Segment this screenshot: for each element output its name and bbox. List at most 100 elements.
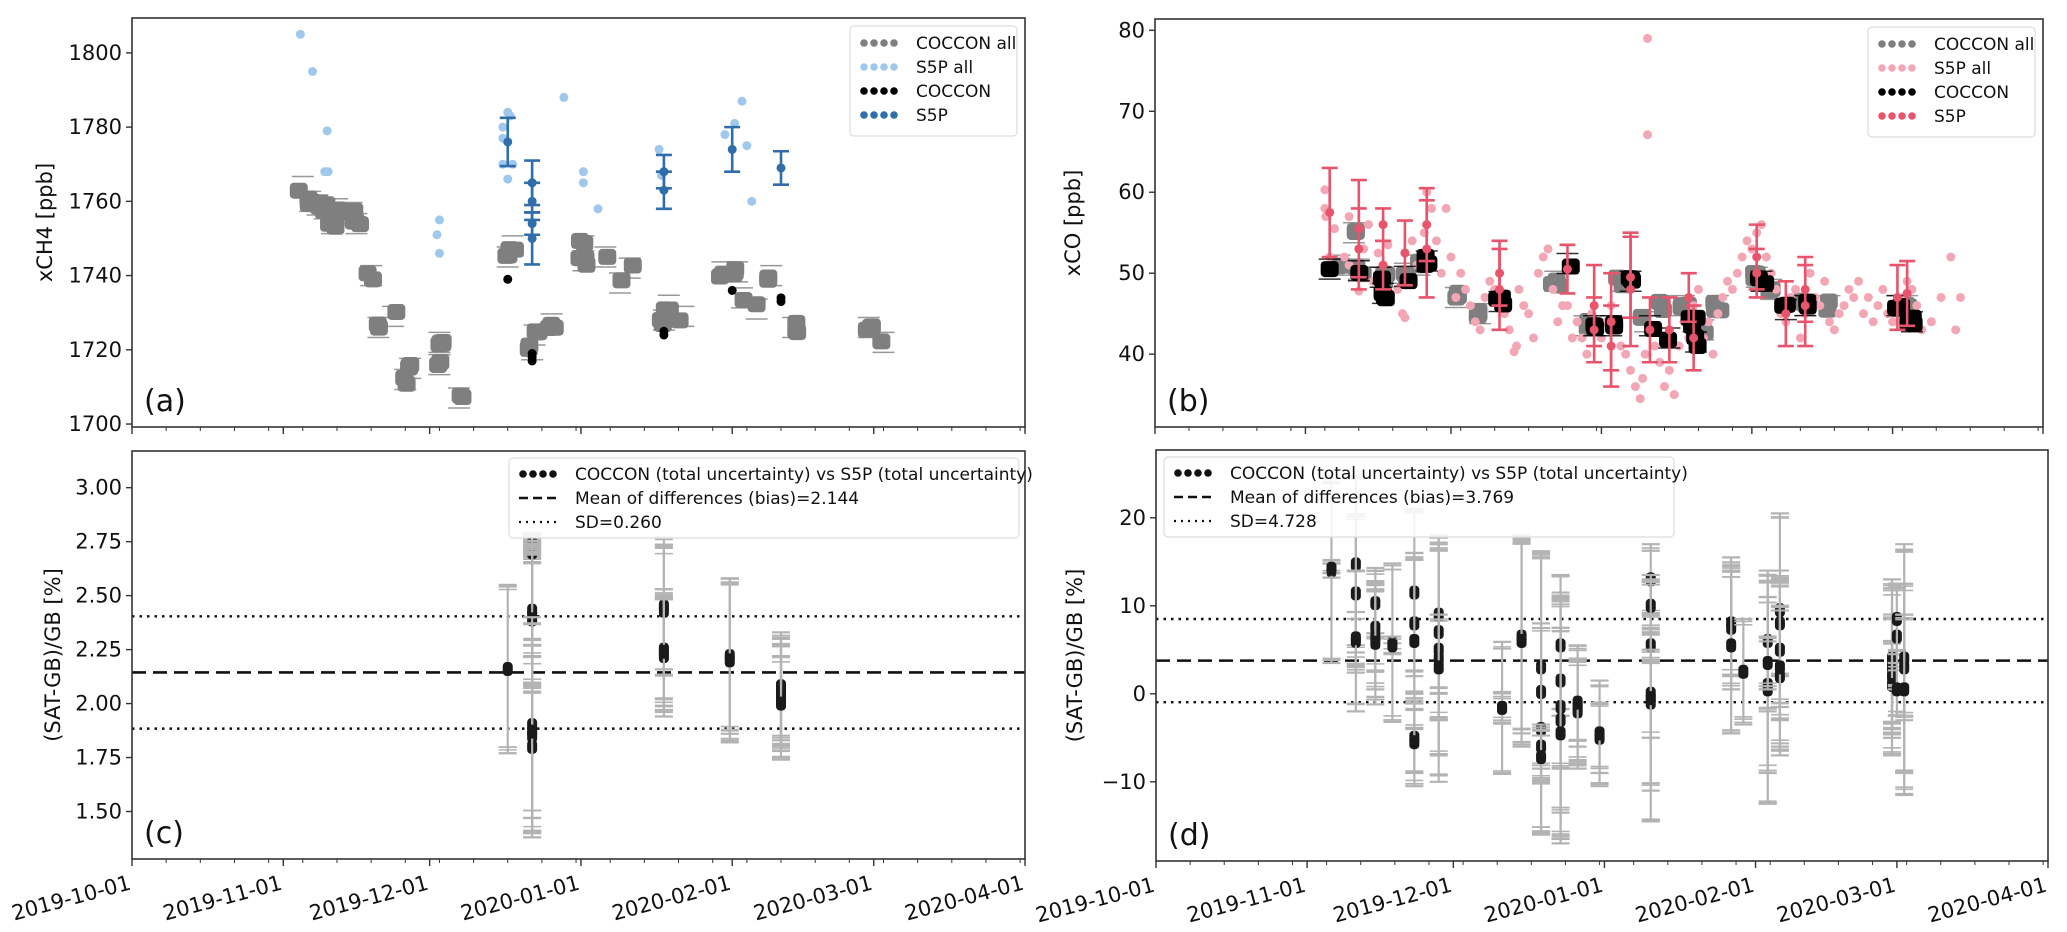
data-point — [1718, 292, 1728, 302]
legend-marker — [890, 111, 898, 119]
data-point — [503, 174, 513, 184]
data-point — [1465, 301, 1475, 311]
plot-area — [132, 531, 1025, 839]
y-axis-label: (SAT-GB)/GB [%] — [1063, 569, 1087, 743]
legend-label: S5P — [916, 106, 948, 126]
data-point — [575, 235, 594, 252]
data-point — [559, 92, 569, 102]
data-point — [323, 167, 333, 177]
data-point — [1433, 660, 1444, 675]
data-point — [1400, 313, 1410, 323]
data-point — [1431, 236, 1441, 246]
x-tick-label: 2020-03-01 — [1774, 873, 1898, 928]
data-point — [1638, 373, 1648, 383]
data-point — [1606, 341, 1616, 351]
data-point — [1752, 268, 1762, 278]
legend-marker — [1888, 64, 1896, 72]
legend-marker — [880, 63, 888, 71]
legend-label: COCCON — [1934, 83, 2009, 103]
legend-marker — [1908, 40, 1916, 48]
y-tick-label: 40 — [1118, 342, 1145, 366]
axes-frame — [131, 450, 1026, 860]
data-point — [1519, 301, 1529, 311]
legend-label: S5P all — [916, 58, 973, 78]
series-coccon — [503, 274, 786, 366]
data-point — [1800, 301, 1810, 311]
data-point — [1320, 185, 1330, 195]
data-point — [1742, 236, 1752, 246]
data-point — [578, 167, 588, 177]
axes-frame — [131, 17, 1026, 428]
legend-marker — [1898, 64, 1906, 72]
legend-marker — [870, 39, 878, 47]
data-point — [1820, 276, 1830, 286]
legend-marker — [1898, 112, 1906, 120]
y-tick-label: 1760 — [69, 189, 122, 213]
y-tick-label: 60 — [1118, 180, 1145, 204]
legend-marker — [519, 470, 527, 478]
legend-label: COCCON — [916, 82, 991, 102]
legend-marker — [1194, 469, 1202, 477]
legend-marker — [1908, 112, 1916, 120]
legend-marker — [1878, 40, 1886, 48]
axes-frame — [1155, 449, 2049, 862]
x-tick-label: 2020-03-01 — [751, 871, 875, 926]
legend-label: S5P — [1934, 107, 1966, 127]
x-tick-label: 2019-12-01 — [307, 871, 431, 926]
data-point — [1495, 268, 1505, 278]
x-tick-label: 2019-12-01 — [1331, 873, 1455, 928]
legend-marker — [1888, 88, 1896, 96]
data-point — [1689, 333, 1699, 343]
data-point — [727, 144, 737, 154]
data-point — [623, 257, 642, 274]
data-point — [1330, 224, 1340, 234]
data-point — [1951, 325, 1961, 335]
data-point — [500, 241, 519, 258]
legend-marker — [860, 39, 868, 47]
series-coccon-all — [289, 175, 895, 409]
data-point — [747, 196, 757, 206]
data-point — [1621, 349, 1631, 359]
data-point — [1626, 365, 1636, 375]
data-point — [1640, 349, 1650, 359]
data-point — [1795, 333, 1805, 343]
data-point — [1912, 301, 1922, 311]
data-point — [776, 696, 787, 711]
data-point — [1616, 341, 1626, 351]
data-point — [1461, 284, 1471, 294]
data-point — [1594, 726, 1605, 741]
data-point — [434, 215, 444, 225]
data-point — [1400, 248, 1410, 258]
y-tick-label: 80 — [1118, 18, 1145, 42]
data-point — [1762, 655, 1773, 670]
legend-marker — [870, 111, 878, 119]
data-point — [1902, 288, 1912, 298]
legend-label: Mean of differences (bias)=2.144 — [575, 489, 859, 509]
legend-label: COCCON (total uncertainty) vs S5P (total… — [1230, 464, 1688, 484]
data-point — [1383, 240, 1393, 250]
data-point — [1436, 268, 1446, 278]
data-point — [1387, 638, 1398, 653]
data-point — [1422, 244, 1432, 254]
data-point — [295, 29, 305, 39]
data-point — [598, 248, 617, 265]
data-point — [451, 387, 470, 404]
y-tick-label: 1.50 — [75, 800, 122, 824]
panel-label: (b) — [1167, 384, 1209, 419]
data-point — [1713, 309, 1723, 319]
legend: COCCON (total uncertainty) vs S5P (total… — [508, 457, 1033, 539]
data-point — [1664, 325, 1674, 335]
data-point — [1737, 252, 1747, 262]
data-point — [1781, 309, 1791, 319]
data-point — [724, 266, 743, 283]
data-point — [1684, 292, 1694, 302]
data-point — [1364, 220, 1374, 230]
data-point — [350, 216, 369, 233]
y-tick-label: 1800 — [69, 41, 122, 65]
data-point — [1419, 255, 1438, 272]
panel-label: (d) — [1168, 818, 1210, 853]
y-tick-label: 0 — [1133, 682, 1146, 706]
data-point — [1370, 635, 1381, 650]
